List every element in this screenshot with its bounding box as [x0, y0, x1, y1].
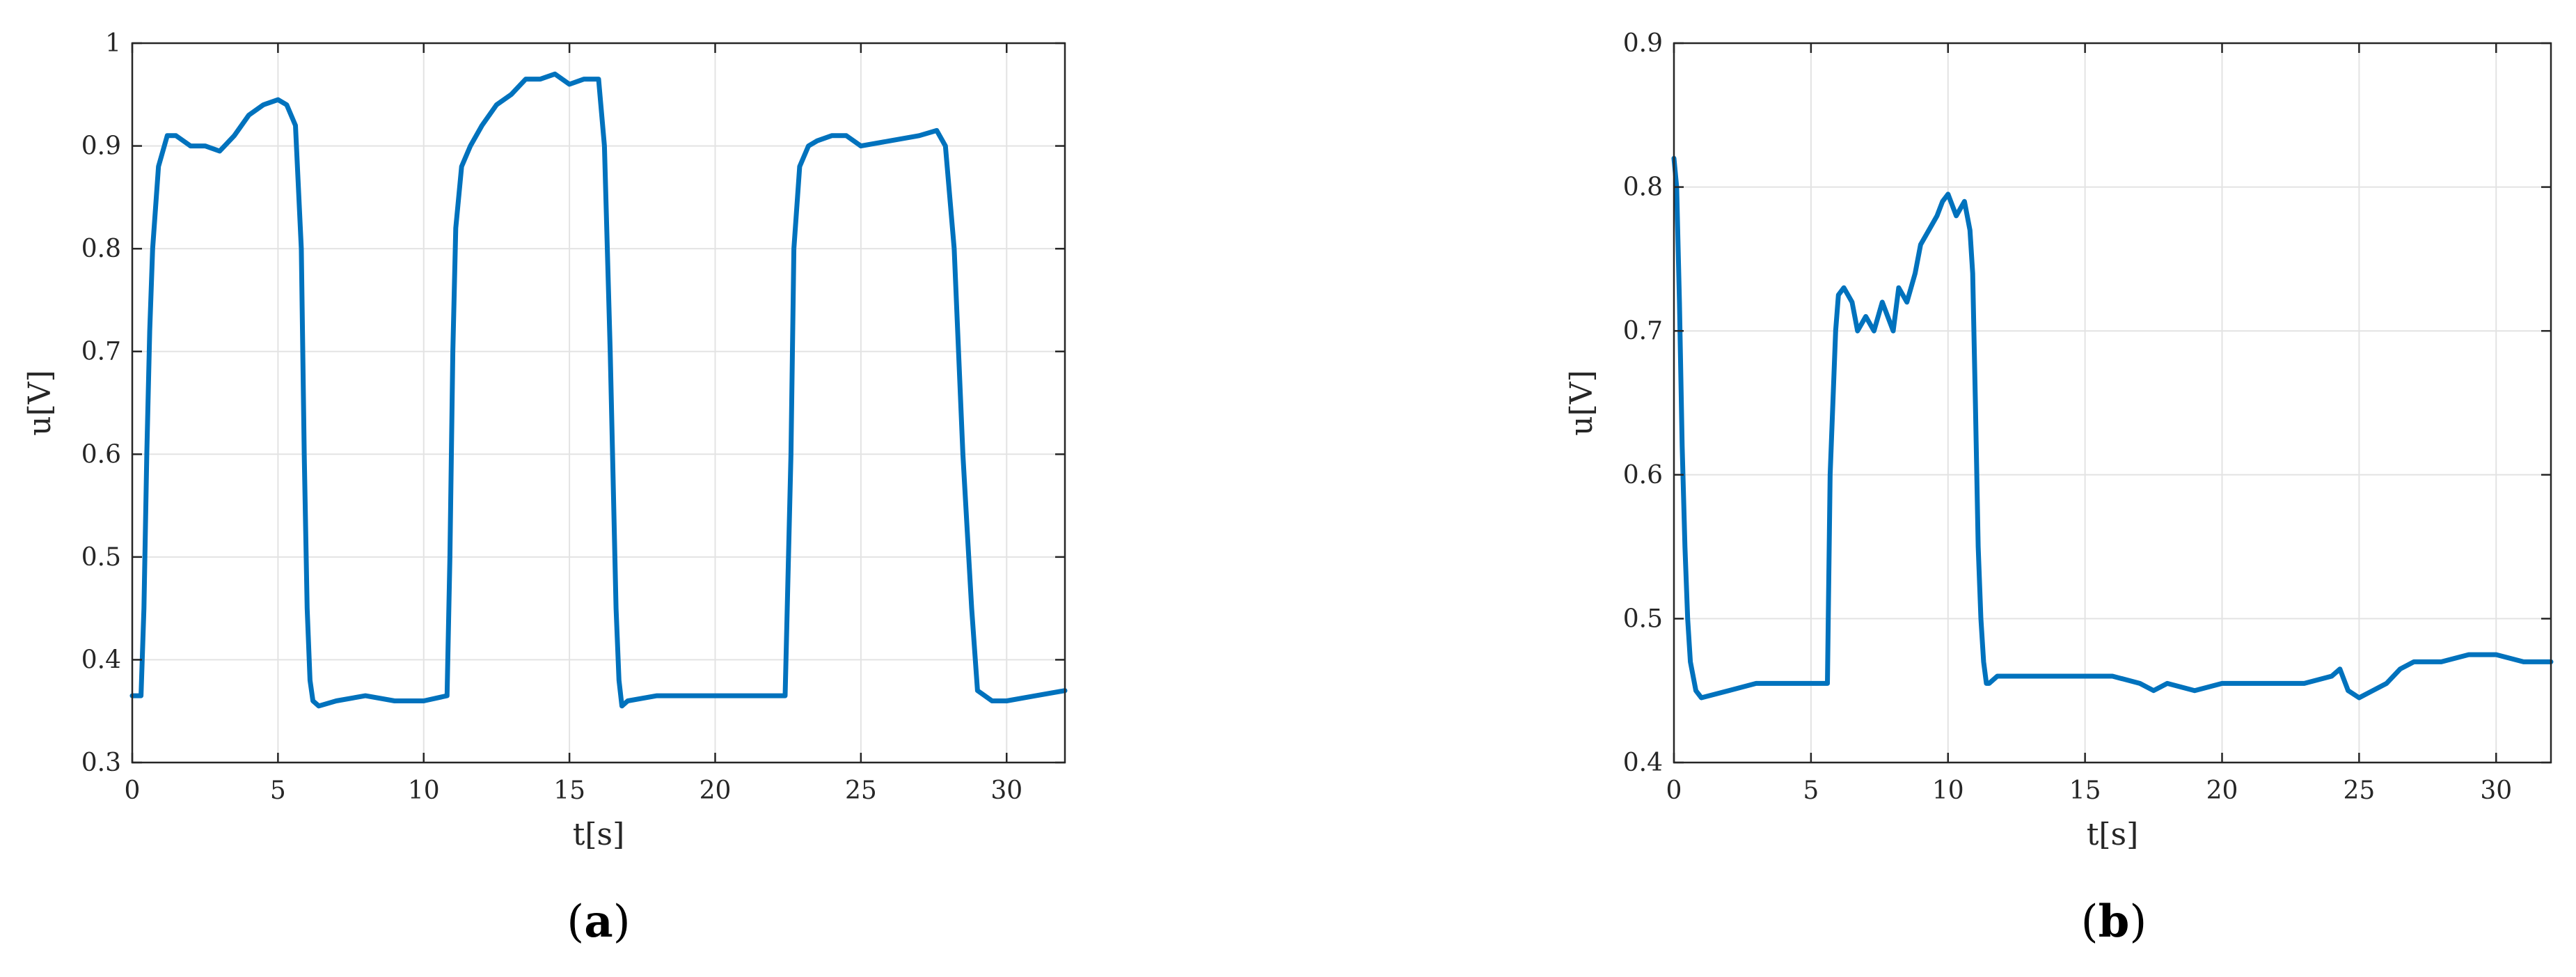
panel-b-y-tick-label: 0.4	[1623, 749, 1663, 777]
panel-a-caption: (a)	[567, 896, 630, 948]
panel-a-caption-letter: a	[584, 896, 613, 948]
panel-a-plot-area	[132, 43, 1065, 763]
panel-a-y-tick-label: 0.8	[81, 235, 121, 263]
panel-b-x-tick-label: 10	[1932, 776, 1964, 805]
panel-a-y-tick-label: 0.6	[81, 440, 121, 469]
panel-a-x-tick-label: 0	[125, 776, 141, 805]
panel-b-y-tick-label: 0.6	[1623, 461, 1663, 490]
panel-a-y-tick-label: 0.9	[81, 132, 121, 161]
panel-a-x-tick-label: 10	[408, 776, 440, 805]
panel-a-x-tick-label: 20	[700, 776, 732, 805]
panel-b-x-tick-label: 5	[1803, 776, 1819, 805]
panel-b-x-tick-label: 20	[2206, 776, 2238, 805]
panel-a-x-tick-label: 30	[990, 776, 1022, 805]
panel-b-x-axis-label: t[s]	[2087, 817, 2139, 852]
panel-a-y-tick-label: 0.7	[81, 338, 121, 366]
panel-b: 0 5 10 15 20 25 30 0.4 0.5 0.6 0.7 0.8 0.9 t[s] u[V] (b…	[1564, 29, 2554, 948]
panel-b-y-tick-label: 0.7	[1623, 317, 1663, 345]
panel-b-series-line	[1671, 155, 2554, 701]
panel-b-y-tick-label: 0.8	[1623, 173, 1663, 202]
panel-b-y-tick-label: 0.9	[1623, 29, 1663, 58]
panel-b-y-axis-label: u[V]	[1564, 370, 1599, 435]
panel-a-axes-box	[131, 42, 1066, 764]
panel-a-y-tick-label: 0.4	[81, 646, 121, 674]
panel-b-caption: (b)	[2081, 896, 2147, 948]
panel-a-x-tick-label: 15	[553, 776, 585, 805]
panel-a-x-tick-label: 5	[270, 776, 286, 805]
panel-b-plot-area	[1674, 43, 2551, 763]
panel-a-y-tick-label: 0.3	[81, 749, 121, 777]
panel-a-y-tick-label: 1	[105, 29, 121, 58]
panel-b-y-tick-label: 0.5	[1623, 604, 1663, 633]
panel-b-x-tick-label: 15	[2069, 776, 2101, 805]
panel-a-series-line	[129, 71, 1068, 709]
panel-a-y-tick-label: 0.5	[81, 543, 121, 572]
panel-b-caption-letter: b	[2099, 896, 2130, 948]
panel-b-x-tick-label: 0	[1666, 776, 1682, 805]
panel-b-x-tick-label: 30	[2480, 776, 2512, 805]
panel-b-x-tick-label: 25	[2343, 776, 2375, 805]
panel-a-x-tick-label: 25	[845, 776, 877, 805]
panel-a-y-axis-label: u[V]	[22, 370, 58, 435]
panel-b-axes-box	[1673, 42, 2552, 764]
panel-a: 0 5 10 15 20 25 30 0.3 0.4 0.5 0.6 0.7 0.8 0.9 1 t[s] u[…	[22, 29, 1068, 948]
panel-a-x-axis-label: t[s]	[573, 817, 625, 852]
